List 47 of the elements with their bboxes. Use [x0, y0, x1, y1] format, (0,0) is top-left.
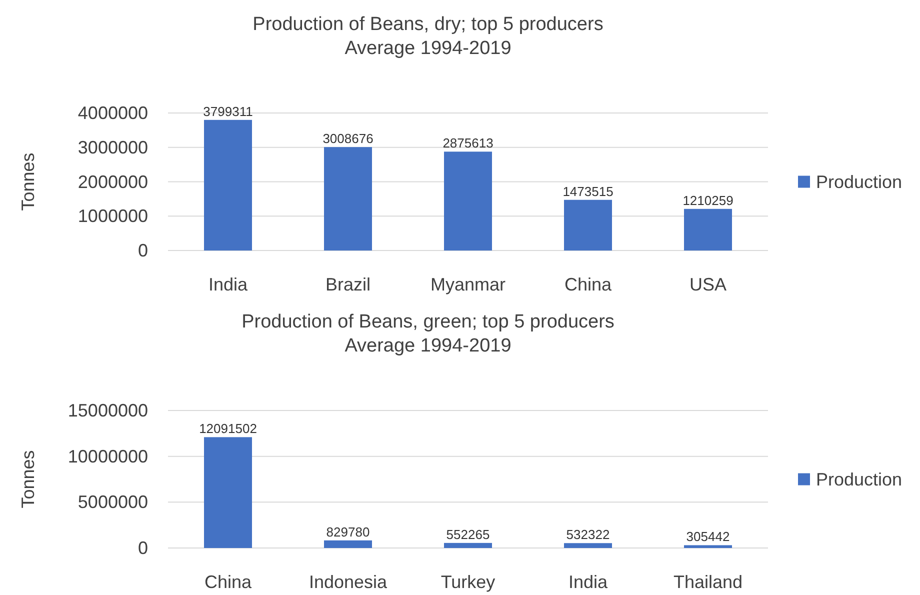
- x-tick-label: Indonesia: [308, 572, 388, 592]
- y-tick-label: 2000000: [78, 172, 148, 192]
- bar: [684, 208, 732, 250]
- y-tick-label: 0: [138, 538, 148, 558]
- y-axis-title: Tonnes: [18, 450, 38, 508]
- chart-title: Production of Beans, dry; top 5 producers: [252, 14, 604, 35]
- y-tick-label: 1000000: [78, 206, 148, 226]
- y-tick-label: 0: [138, 240, 148, 260]
- data-label: 532322: [566, 527, 610, 542]
- y-tick-label: 3000000: [78, 137, 148, 158]
- x-tick-label: Brazil: [325, 274, 371, 294]
- data-label: 12091502: [199, 421, 257, 436]
- bar: [684, 545, 732, 548]
- x-tick-label: Turkey: [440, 572, 496, 592]
- x-tick-label: India: [568, 572, 608, 592]
- bar: [324, 540, 372, 548]
- bar: [564, 543, 612, 548]
- x-tick-label: India: [208, 274, 248, 294]
- y-tick-label: 5000000: [78, 492, 148, 512]
- data-label: 829780: [326, 524, 370, 540]
- bar: [204, 437, 252, 548]
- legend-label: Production: [816, 469, 902, 490]
- data-label: 1473515: [562, 184, 614, 199]
- y-axis-title: Tonnes: [18, 152, 38, 211]
- chart-subtitle: Average 1994-2019: [344, 336, 512, 356]
- bar: [444, 542, 492, 548]
- legend-label: Production: [816, 172, 902, 192]
- data-label: 305442: [686, 529, 730, 544]
- data-label: 3008676: [322, 131, 374, 146]
- data-label: 2875613: [442, 136, 494, 151]
- bar: [204, 120, 252, 250]
- y-tick-label: 4000000: [78, 103, 148, 123]
- x-tick-label: China: [204, 572, 253, 592]
- data-label: 1210259: [682, 192, 734, 208]
- y-tick-label: 15000000: [68, 400, 148, 420]
- bar: [324, 147, 372, 250]
- data-label: 552265: [446, 526, 490, 542]
- x-tick-label: China: [564, 274, 613, 294]
- chart-title: Production of Beans, green; top 5 producers: [242, 312, 614, 332]
- y-tick-label: 10000000: [68, 446, 148, 466]
- x-tick-label: Thailand: [673, 572, 743, 592]
- data-label: 3799311: [203, 104, 253, 119]
- bar: [564, 200, 612, 250]
- x-tick-label: Myanmar: [430, 274, 506, 294]
- x-tick-label: USA: [689, 274, 727, 294]
- chart-subtitle: Average 1994-2019: [344, 38, 512, 59]
- bar: [444, 152, 492, 250]
